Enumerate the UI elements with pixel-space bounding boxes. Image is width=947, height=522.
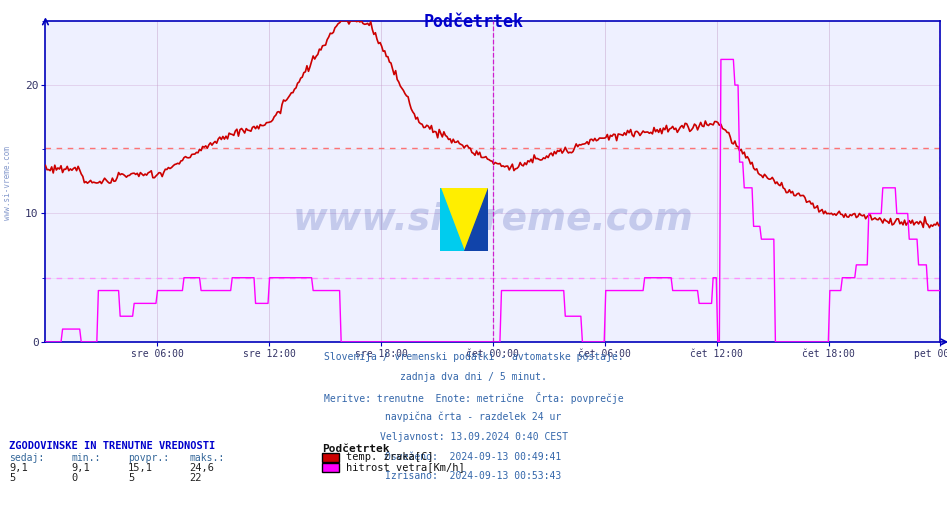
- Text: 24,6: 24,6: [189, 463, 214, 473]
- Polygon shape: [440, 188, 464, 251]
- Polygon shape: [440, 188, 488, 251]
- Text: hitrost vetra[Km/h]: hitrost vetra[Km/h]: [346, 462, 464, 472]
- Text: maks.:: maks.:: [189, 453, 224, 463]
- Text: temp. zraka[C]: temp. zraka[C]: [346, 452, 433, 462]
- Text: 9,1: 9,1: [9, 463, 28, 473]
- Text: 15,1: 15,1: [128, 463, 152, 473]
- Text: Veljavnost: 13.09.2024 0:40 CEST: Veljavnost: 13.09.2024 0:40 CEST: [380, 432, 567, 442]
- Text: Podčetrtek: Podčetrtek: [322, 444, 389, 454]
- Text: povpr.:: povpr.:: [128, 453, 169, 463]
- Text: www.si-vreme.com: www.si-vreme.com: [3, 146, 12, 220]
- Polygon shape: [464, 188, 488, 251]
- Text: www.si-vreme.com: www.si-vreme.com: [293, 202, 693, 238]
- Text: Osveženo:  2024-09-13 00:49:41: Osveženo: 2024-09-13 00:49:41: [385, 452, 562, 461]
- Text: 9,1: 9,1: [71, 463, 90, 473]
- Text: Slovenija / vremenski podatki - avtomatske postaje.: Slovenija / vremenski podatki - avtomats…: [324, 352, 623, 362]
- Text: ZGODOVINSKE IN TRENUTNE VREDNOSTI: ZGODOVINSKE IN TRENUTNE VREDNOSTI: [9, 441, 216, 451]
- Text: Podčetrtek: Podčetrtek: [423, 13, 524, 31]
- Text: 0: 0: [71, 473, 78, 483]
- Text: Izrisano:  2024-09-13 00:53:43: Izrisano: 2024-09-13 00:53:43: [385, 471, 562, 481]
- Text: navpična črta - razdelek 24 ur: navpična črta - razdelek 24 ur: [385, 412, 562, 422]
- Text: 22: 22: [189, 473, 202, 483]
- Text: Meritve: trenutne  Enote: metrične  Črta: povprečje: Meritve: trenutne Enote: metrične Črta: …: [324, 392, 623, 404]
- Text: zadnja dva dni / 5 minut.: zadnja dva dni / 5 minut.: [400, 372, 547, 382]
- Text: 5: 5: [9, 473, 16, 483]
- Text: min.:: min.:: [71, 453, 100, 463]
- Text: 5: 5: [128, 473, 134, 483]
- Text: sedaj:: sedaj:: [9, 453, 45, 463]
